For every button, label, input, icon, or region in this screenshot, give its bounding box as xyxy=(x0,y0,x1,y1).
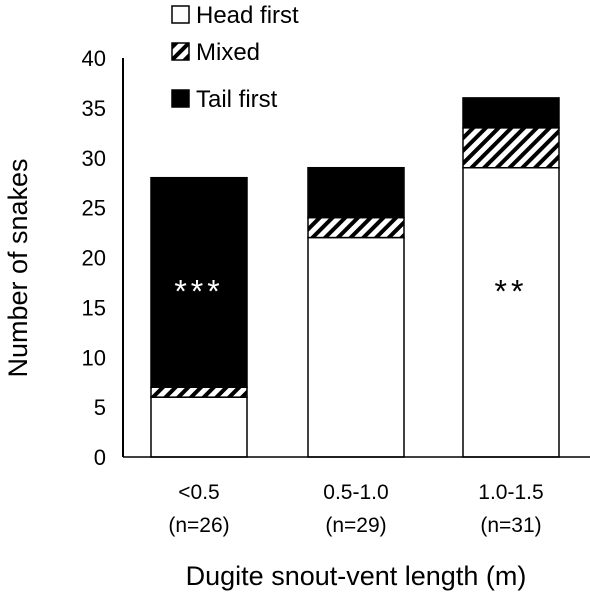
legend-label: Mixed xyxy=(196,39,260,66)
bar-segment-mixed xyxy=(462,127,560,169)
x-tick-label: <0.5 xyxy=(178,481,219,504)
y-tick-label: 20 xyxy=(82,246,106,271)
legend: Head first Mixed Tail first xyxy=(171,2,299,113)
legend-label: Head first xyxy=(196,2,299,29)
y-tick-label: 15 xyxy=(82,295,106,320)
x-tick-labels: <0.5 (n=26) 0.5-1.0 (n=29) 1.0-1.5 (n=31) xyxy=(168,481,543,537)
y-tick-labels: 0 5 10 15 20 25 30 35 40 xyxy=(82,46,106,470)
y-tick-label: 35 xyxy=(82,96,106,121)
legend-swatch-mixed xyxy=(171,42,190,61)
y-axis-label: Number of snakes xyxy=(3,158,33,377)
y-tick-label: 30 xyxy=(82,146,106,171)
significance-marker: ** xyxy=(495,273,528,309)
significance-marker: *** xyxy=(174,273,223,309)
x-tick-label: 1.0-1.5 xyxy=(478,481,543,504)
x-tick-sublabel: (n=26) xyxy=(168,514,229,537)
bar-segment-head-first xyxy=(462,166,560,458)
x-axis-label: Dugite snout-vent length (m) xyxy=(186,561,527,591)
x-tick-sublabel: (n=29) xyxy=(325,514,386,537)
x-tick-label: 0.5-1.0 xyxy=(323,481,388,504)
legend-swatch-head-first xyxy=(171,5,190,24)
legend-swatch-tail-first xyxy=(171,89,190,108)
bars xyxy=(150,97,560,458)
bar-segment-head-first xyxy=(150,396,248,458)
x-tick-sublabel: (n=31) xyxy=(480,514,541,537)
bar-segment-mixed xyxy=(307,216,405,239)
y-tick-label: 5 xyxy=(94,395,106,420)
y-tick-label: 10 xyxy=(82,345,106,370)
bar-segment-tail-first xyxy=(150,176,248,388)
bar-segment-mixed xyxy=(150,386,248,398)
bar-segment-tail-first xyxy=(462,97,560,129)
y-tick-label: 25 xyxy=(82,196,106,221)
legend-label: Tail first xyxy=(196,86,278,113)
bar-segment-tail-first xyxy=(307,166,405,219)
annotations: *** ** xyxy=(174,273,528,309)
y-tick-label: 40 xyxy=(82,46,106,71)
y-tick-label: 0 xyxy=(94,445,106,470)
bar-segment-head-first xyxy=(307,236,405,458)
